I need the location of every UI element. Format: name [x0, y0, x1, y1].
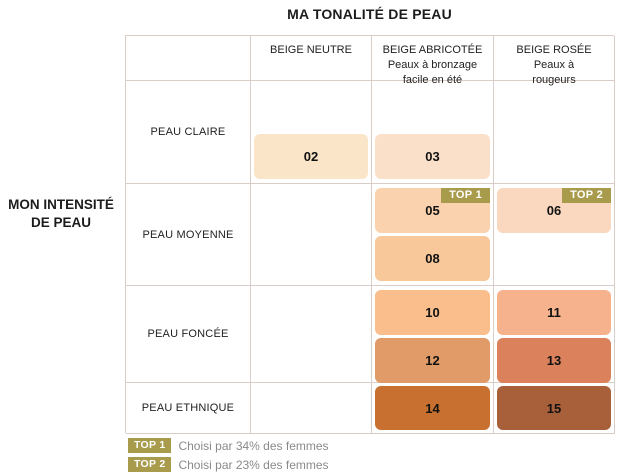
top2-legend-text: Choisi par 23% des femmes — [178, 457, 329, 472]
top2-legend-badge: TOP 2 — [128, 457, 172, 472]
column-title: BEIGE ROSÉE — [516, 44, 592, 56]
shade-swatch-13[interactable]: 13 — [497, 338, 611, 383]
shade-swatch-12[interactable]: 12 — [375, 338, 490, 383]
column-header-beige-rosee: BEIGE ROSÉE Peaux à rougeurs — [494, 36, 615, 86]
shade-number: 06 — [546, 203, 562, 218]
top1-legend-badge: TOP 1 — [128, 438, 172, 453]
shade-swatch-14[interactable]: 14 — [375, 386, 490, 430]
column-subtitle-line: Peaux à bronzage — [387, 58, 478, 71]
cell-moyenne-rosee: TOP 2 06 — [494, 184, 615, 286]
row-axis-label-line1: MON INTENSITÉ — [8, 197, 114, 212]
cell-claire-rosee-empty — [494, 81, 615, 184]
column-subtitle-line: rougeurs — [532, 73, 576, 86]
shade-swatch-06[interactable]: TOP 2 06 — [497, 188, 611, 233]
shade-number: 15 — [546, 400, 562, 416]
top1-legend-text: Choisi par 34% des femmes — [178, 438, 329, 453]
shade-number: 10 — [425, 305, 440, 320]
shade-swatch-11[interactable]: 11 — [497, 290, 611, 335]
cell-claire-abricotee: 03 — [372, 81, 494, 184]
shade-swatch-05[interactable]: TOP 1 05 — [375, 188, 490, 233]
shade-swatch-03[interactable]: 03 — [375, 134, 490, 179]
cell-ethnique-abricotee: 14 — [372, 383, 494, 434]
legend: TOP 1 Choisi par 34% des femmes TOP 2 Ch… — [128, 438, 329, 476]
shade-number: 11 — [547, 305, 561, 320]
column-header-beige-abricotee: BEIGE ABRICOTÉE Peaux à bronzage facile … — [372, 36, 494, 86]
cell-moyenne-neutre-empty — [251, 184, 372, 286]
shade-swatch-15[interactable]: 15 — [497, 386, 611, 430]
shade-number: 03 — [425, 149, 440, 164]
cell-foncee-abricotee: 10 12 — [372, 286, 494, 383]
shade-number: 05 — [425, 203, 440, 218]
shade-swatch-08[interactable]: 08 — [375, 236, 490, 281]
cell-foncee-rosee: 11 13 — [494, 286, 615, 383]
row-label-peau-moyenne: PEAU MOYENNE — [126, 184, 251, 286]
shade-number: 08 — [425, 251, 440, 266]
shade-number: 02 — [303, 149, 319, 164]
cell-ethnique-rosee: 15 — [494, 383, 615, 434]
shade-number: 13 — [546, 353, 562, 368]
legend-row-top1: TOP 1 Choisi par 34% des femmes — [128, 438, 329, 453]
column-subtitle-line: Peaux à — [533, 58, 575, 71]
chart-title: MA TONALITÉ DE PEAU — [287, 6, 452, 22]
cell-moyenne-abricotee: TOP 1 05 08 — [372, 184, 494, 286]
shade-number: 12 — [425, 353, 440, 368]
row-axis-label-line2: DE PEAU — [30, 215, 91, 231]
column-title: BEIGE ABRICOTÉE — [382, 44, 483, 56]
top1-badge: TOP 1 — [441, 188, 490, 203]
shade-swatch-10[interactable]: 10 — [375, 290, 490, 335]
shade-number: 14 — [425, 400, 440, 416]
row-label-peau-foncee: PEAU FONCÉE — [126, 286, 251, 383]
top2-badge: TOP 2 — [562, 188, 611, 203]
column-subtitle-line: facile en été — [402, 73, 463, 86]
row-axis-label: MON INTENSITÉ DE PEAU — [0, 196, 122, 232]
legend-row-top2: TOP 2 Choisi par 23% des femmes — [128, 457, 329, 472]
cell-claire-neutre: 02 — [251, 81, 372, 184]
shade-matrix-table: BEIGE NEUTRE BEIGE ABRICOTÉE Peaux à bro… — [125, 35, 615, 434]
row-label-peau-ethnique: PEAU ETHNIQUE — [126, 383, 251, 434]
column-header-beige-neutre: BEIGE NEUTRE — [251, 36, 372, 81]
cell-foncee-neutre-empty — [251, 286, 372, 383]
header-corner-cell — [126, 36, 251, 81]
cell-ethnique-neutre-empty — [251, 383, 372, 434]
column-title: BEIGE NEUTRE — [270, 44, 352, 56]
shade-swatch-02[interactable]: 02 — [254, 134, 368, 179]
row-label-peau-claire: PEAU CLAIRE — [126, 81, 251, 184]
